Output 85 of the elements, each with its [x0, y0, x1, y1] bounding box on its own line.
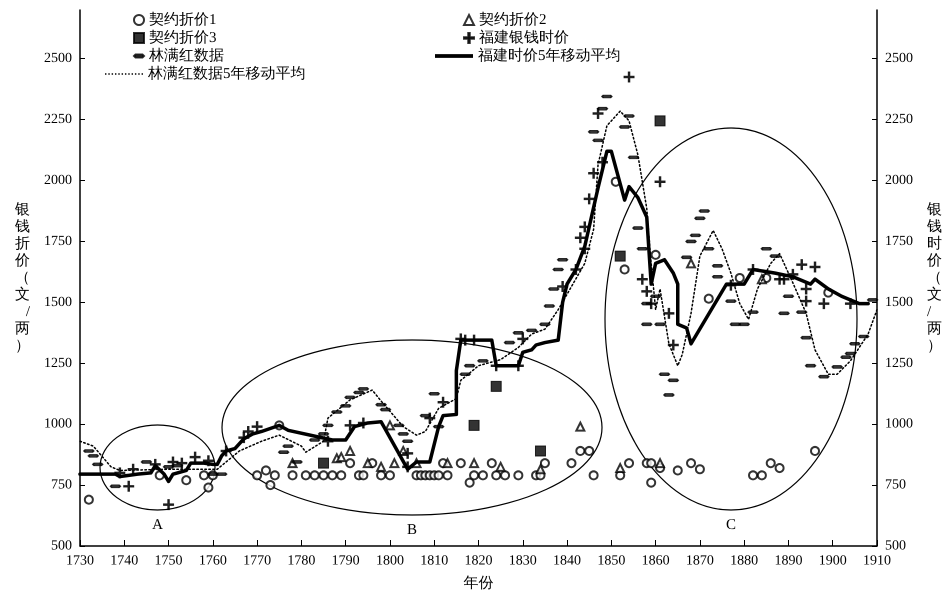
- y-tick-label: 500: [51, 538, 72, 554]
- point: [574, 232, 586, 244]
- x-tick-label: 1870: [686, 554, 714, 568]
- legend-label: 契约折价2: [479, 11, 546, 28]
- x-tick-label: 1900: [818, 554, 847, 568]
- y2-tick-label: 500: [885, 538, 906, 554]
- text: 银钱时价（文/两）: [927, 202, 942, 354]
- point: [490, 380, 502, 392]
- y-tick-label: 1000: [44, 416, 72, 432]
- point: [592, 108, 604, 120]
- legend-label: 福建银钱时价: [479, 29, 569, 46]
- point: [654, 176, 666, 188]
- point: [496, 462, 506, 472]
- y-tick-label: 1500: [44, 294, 72, 310]
- y2-tick-label: 2000: [885, 173, 913, 188]
- legend-label: 林满红数据: [148, 47, 224, 64]
- legend-label: 福建时价5年移动平均: [478, 47, 620, 64]
- point: [252, 421, 263, 432]
- point: [123, 480, 134, 492]
- point: [818, 298, 830, 310]
- point: [810, 262, 821, 273]
- point: [384, 420, 395, 430]
- point: [376, 462, 386, 472]
- x-tick-label: 1780: [287, 554, 316, 568]
- legend-label: 契约折价1: [149, 11, 216, 28]
- point: [163, 499, 174, 510]
- x-axis-title: 年份: [464, 574, 494, 592]
- x-tick-label: 1840: [553, 554, 582, 568]
- point: [318, 458, 330, 469]
- x-tick-label: 1890: [774, 554, 802, 568]
- y2-tick-label: 1750: [885, 234, 913, 249]
- point: [614, 250, 626, 262]
- y2-tick-label: 1500: [885, 294, 913, 310]
- legend-label: 契约折价3: [149, 29, 216, 46]
- annotation: B: [406, 522, 418, 538]
- text: 银钱折价（文/两）: [15, 202, 30, 354]
- x-tick-label: 1810: [420, 554, 448, 568]
- point: [345, 446, 356, 456]
- point: [534, 445, 546, 456]
- legend-label: 林满红数据5年移动平均: [147, 65, 306, 82]
- point: [624, 72, 635, 82]
- y2-tick-label: 1250: [885, 356, 913, 371]
- y2-tick-label: 2250: [885, 112, 913, 128]
- x-tick-label: 1860: [642, 554, 670, 568]
- point: [389, 458, 400, 468]
- y2-tick-label: 750: [885, 478, 906, 493]
- x-tick-label: 1770: [243, 554, 272, 568]
- point: [636, 274, 648, 285]
- point: [796, 259, 808, 270]
- point: [402, 448, 414, 459]
- point: [190, 452, 201, 463]
- x-tick-label: 1880: [730, 554, 758, 568]
- y-tick-label: 2250: [44, 112, 72, 128]
- y-tick-label: 2500: [44, 51, 72, 66]
- x-tick-label: 1800: [376, 554, 404, 568]
- point: [654, 115, 666, 126]
- y2-tick-label: 1000: [885, 416, 913, 432]
- point: [575, 422, 586, 432]
- x-tick-label: 1820: [464, 554, 492, 568]
- y-tick-label: 1250: [44, 356, 72, 371]
- point: [686, 258, 696, 268]
- point: [588, 168, 600, 179]
- point: [438, 396, 449, 408]
- x-tick-label: 1750: [154, 554, 183, 568]
- point: [584, 193, 595, 204]
- point: [468, 420, 480, 431]
- x-tick-label: 1730: [66, 554, 94, 568]
- x-tick-label: 1850: [597, 554, 626, 568]
- x-tick-label: 1740: [110, 554, 138, 568]
- y-tick-label: 750: [51, 478, 72, 493]
- y-tick-label: 2000: [44, 173, 72, 188]
- y-tick-label: 1750: [44, 234, 72, 249]
- annotation: A: [152, 517, 164, 533]
- x-tick-label: 1790: [332, 554, 360, 568]
- point: [336, 452, 346, 462]
- point: [663, 308, 674, 319]
- annotation: C: [726, 517, 736, 533]
- x-tick-label: 1760: [198, 554, 227, 568]
- x-tick-label: 1910: [863, 554, 891, 568]
- point: [641, 286, 652, 297]
- x-tick-label: 1830: [508, 554, 537, 568]
- point: [469, 458, 480, 468]
- point: [800, 296, 812, 307]
- point: [800, 283, 812, 294]
- y2-tick-label: 2500: [885, 51, 913, 66]
